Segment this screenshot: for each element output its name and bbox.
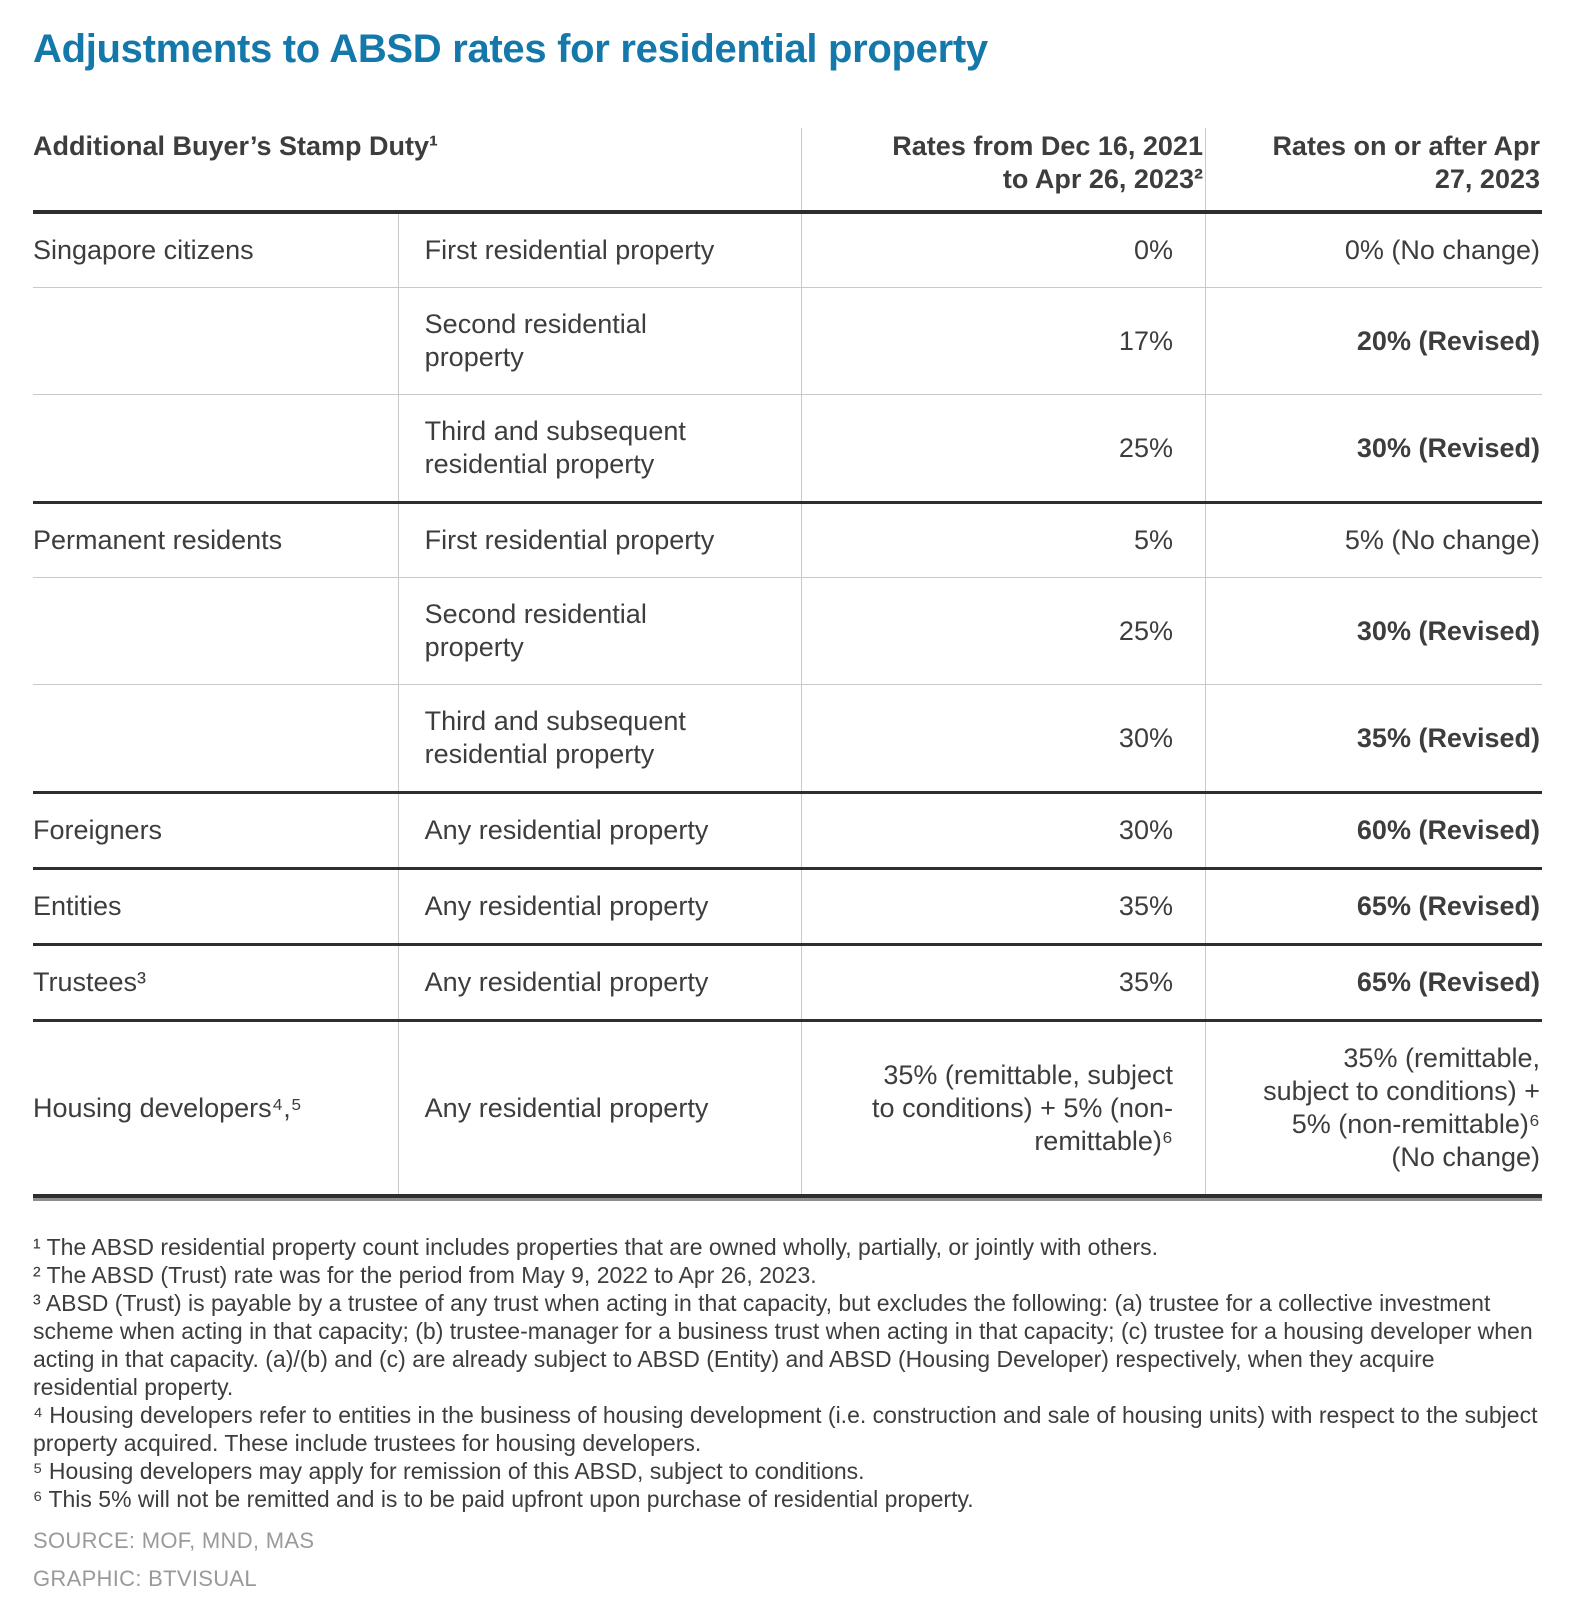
table-row-foreigners: Foreigners Any residential property 30% … <box>33 792 1542 869</box>
property-type-cell: First residential property <box>397 212 802 288</box>
table-row-sc-second: Second residential property 17% 20% (Rev… <box>33 287 1542 395</box>
buyer-group-cell: Trustees³ <box>33 967 147 997</box>
buyer-group-cell: Permanent residents <box>33 525 283 555</box>
rate-new-cell: 20% (Revised) <box>1204 287 1542 395</box>
buyer-group-cell <box>33 288 398 395</box>
buyer-group-cell <box>33 578 398 685</box>
table-row-sc-third: Third and subsequent residential propert… <box>33 394 1542 503</box>
rate-old-cell: 35% <box>800 944 1206 1021</box>
buyer-group-cell <box>33 395 398 503</box>
rate-new-cell: 60% (Revised) <box>1204 792 1542 869</box>
property-type-cell: Any residential property <box>397 1020 802 1196</box>
buyer-group-cell: Housing developers⁴,⁵ <box>33 1092 302 1123</box>
header-stamp-duty: Additional Buyer’s Stamp Duty¹ <box>33 128 802 214</box>
rate-new-cell: 30% (Revised) <box>1204 577 1542 685</box>
footnotes: ¹ The ABSD residential property count in… <box>33 1233 1542 1513</box>
table-header: Additional Buyer’s Stamp Duty¹ Rates fro… <box>33 128 1542 214</box>
property-type-cell: Any residential property <box>397 792 802 869</box>
footnote-5: ⁵ Housing developers may apply for remis… <box>33 1458 865 1484</box>
source-line: SOURCE: MOF, MND, MAS <box>33 1528 315 1553</box>
header-rates-new: Rates on or after Apr 27, 2023 <box>1204 128 1542 214</box>
property-type-cell: Any residential property <box>397 868 802 945</box>
rate-old-cell: 17% <box>800 287 1206 395</box>
rate-old-cell: 30% <box>800 684 1206 793</box>
buyer-group-cell: Singapore citizens <box>33 235 254 265</box>
rate-old-cell: 25% <box>800 394 1206 503</box>
buyer-group-cell: Entities <box>33 891 122 921</box>
graphic-credit-line: GRAPHIC: BTVISUAL <box>33 1566 257 1591</box>
rate-new-cell: 65% (Revised) <box>1204 868 1542 945</box>
property-type-cell: Third and subsequent residential propert… <box>397 684 802 793</box>
buyer-group-cell <box>33 685 398 793</box>
table-body: Singapore citizens First residential pro… <box>33 212 1542 1196</box>
rate-old-cell: 35% <box>800 868 1206 945</box>
footnote-3: ³ ABSD (Trust) is payable by a trustee o… <box>33 1290 1533 1400</box>
rate-new-cell: 65% (Revised) <box>1204 944 1542 1021</box>
rate-new-cell: 5% (No change) <box>1204 502 1542 578</box>
table-row-pr-first: Permanent residents First residential pr… <box>33 502 1542 578</box>
footnote-1: ¹ The ABSD residential property count in… <box>33 1234 1159 1260</box>
rate-old-cell: 5% <box>800 502 1206 578</box>
footnote-4: ⁴ Housing developers refer to entities i… <box>33 1402 1538 1456</box>
rate-old-cell: 25% <box>800 577 1206 685</box>
table-row-housing-developers: Housing developers⁴,⁵ Any residential pr… <box>33 1020 1542 1196</box>
rate-old-cell: 30% <box>800 792 1206 869</box>
absd-rates-table: Additional Buyer’s Stamp Duty¹ Rates fro… <box>33 128 1542 1198</box>
rate-new-cell: 35% (remittable, subject to conditions) … <box>1204 1020 1542 1196</box>
table-row-sc-first: Singapore citizens First residential pro… <box>33 212 1542 288</box>
property-type-cell: Second residential property <box>397 577 802 685</box>
page-title: Adjustments to ABSD rates for residentia… <box>33 27 988 71</box>
footnote-6: ⁶ This 5% will not be remitted and is to… <box>33 1486 974 1512</box>
header-rates-old: Rates from Dec 16, 2021 to Apr 26, 2023² <box>800 128 1206 214</box>
rate-new-cell: 35% (Revised) <box>1204 684 1542 793</box>
property-type-cell: Third and subsequent residential propert… <box>397 394 802 503</box>
rate-old-cell: 0% <box>800 212 1206 288</box>
buyer-group-cell: Foreigners <box>33 815 163 845</box>
property-type-cell: Any residential property <box>397 944 802 1021</box>
header-row: Additional Buyer’s Stamp Duty¹ Rates fro… <box>33 128 1542 214</box>
rate-old-cell: 35% (remittable, subject to conditions) … <box>800 1020 1206 1196</box>
rate-new-cell: 30% (Revised) <box>1204 394 1542 503</box>
rate-new-cell: 0% (No change) <box>1204 212 1542 288</box>
property-type-cell: Second residential property <box>397 287 802 395</box>
credits: SOURCE: MOF, MND, MAS GRAPHIC: BTVISUAL <box>33 1527 1542 1593</box>
table-row-pr-third: Third and subsequent residential propert… <box>33 684 1542 793</box>
absd-rates-table-wrap: Additional Buyer’s Stamp Duty¹ Rates fro… <box>33 128 1542 1201</box>
table-row-trustees: Trustees³ Any residential property 35% 6… <box>33 944 1542 1021</box>
property-type-cell: First residential property <box>397 502 802 578</box>
footnote-2: ² The ABSD (Trust) rate was for the peri… <box>33 1262 817 1288</box>
table-row-pr-second: Second residential property 25% 30% (Rev… <box>33 577 1542 685</box>
table-row-entities: Entities Any residential property 35% 65… <box>33 868 1542 945</box>
